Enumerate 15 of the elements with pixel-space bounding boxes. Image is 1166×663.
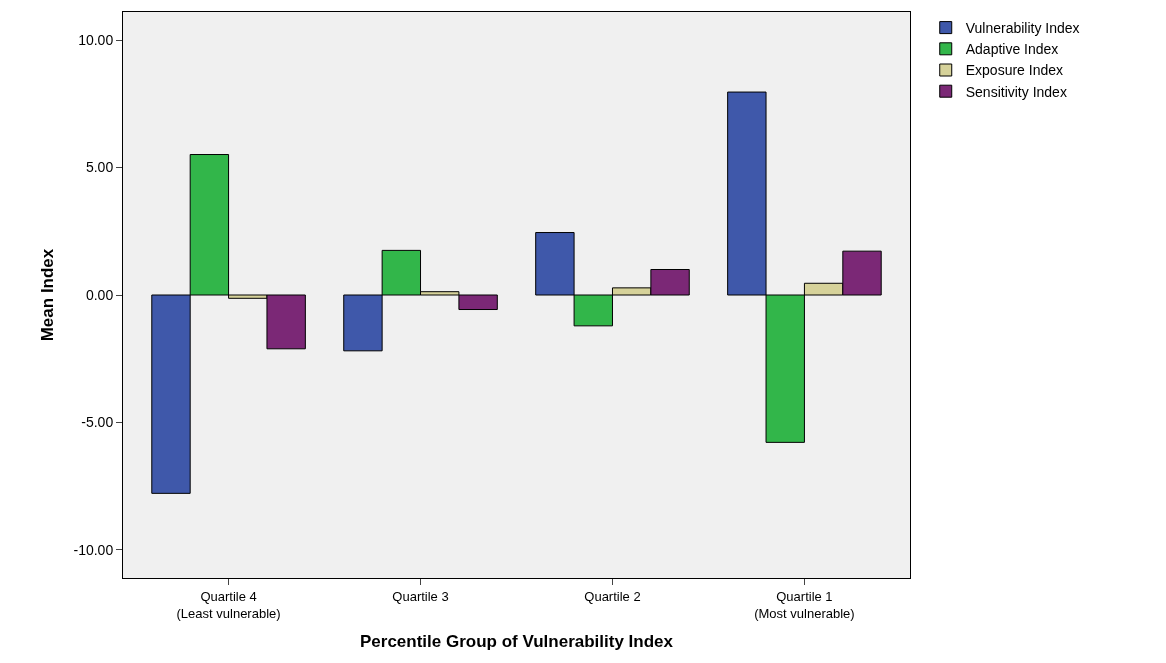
x-tick-label: Quartile 4 (Least vulnerable): [176, 588, 281, 621]
x-tick-label: Quartile 2: [584, 588, 641, 604]
y-tick-label: 10.00: [78, 31, 114, 48]
y-tick-label: 0.00: [85, 286, 114, 303]
y-tick-label: -10.00: [73, 541, 114, 558]
x-tick-label: Quartile 1 (Most vulnerable): [754, 588, 855, 621]
x-tick-label: Quartile 3: [392, 588, 449, 604]
y-tick-label: 5.00: [85, 159, 114, 176]
legend-label: Sensitivity Index: [965, 83, 1067, 100]
x-axis-title: Percentile Group of Vulnerability Index: [360, 631, 674, 651]
y-axis-title: Mean Index: [38, 248, 58, 342]
legend-label: Adaptive Index: [965, 41, 1059, 58]
legend-label: Vulnerability Index: [965, 20, 1080, 37]
legend-label: Exposure Index: [965, 62, 1064, 79]
y-tick-label: -5.00: [81, 414, 114, 431]
